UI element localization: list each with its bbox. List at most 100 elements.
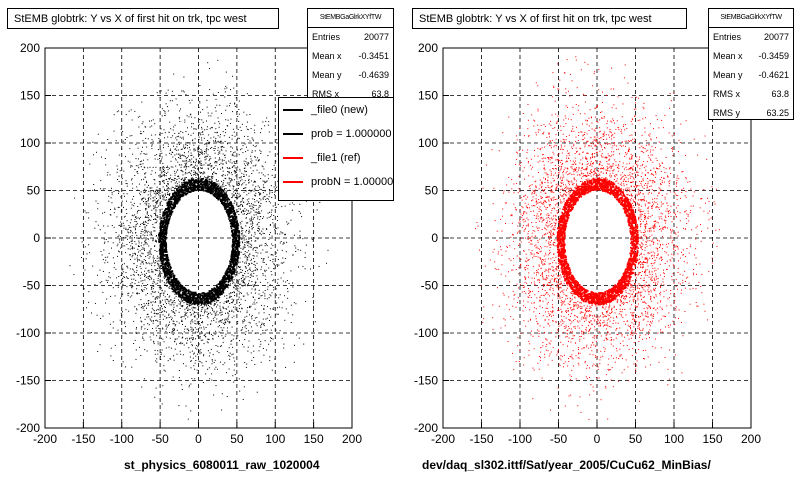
data-point bbox=[180, 148, 182, 150]
data-point bbox=[227, 171, 229, 173]
data-point bbox=[255, 214, 257, 216]
data-point bbox=[193, 170, 195, 172]
data-point bbox=[253, 357, 255, 358]
data-point bbox=[243, 163, 245, 165]
data-point bbox=[219, 157, 220, 159]
data-point bbox=[162, 198, 164, 200]
data-point bbox=[257, 223, 259, 225]
data-point bbox=[258, 172, 260, 174]
data-point bbox=[212, 185, 215, 187]
data-point bbox=[118, 110, 120, 112]
data-point bbox=[226, 297, 228, 299]
data-point bbox=[87, 212, 89, 214]
data-point bbox=[150, 293, 152, 295]
data-point bbox=[129, 296, 131, 298]
data-point bbox=[228, 281, 230, 283]
data-point bbox=[143, 289, 145, 291]
data-point bbox=[228, 160, 230, 162]
data-point bbox=[232, 128, 234, 130]
data-point bbox=[286, 221, 288, 223]
data-point bbox=[185, 365, 187, 367]
data-point bbox=[275, 207, 277, 208]
data-point bbox=[152, 281, 154, 283]
data-point bbox=[250, 269, 251, 271]
data-point bbox=[209, 178, 211, 180]
data-point bbox=[141, 199, 143, 201]
data-point bbox=[143, 153, 145, 154]
data-point bbox=[187, 328, 189, 330]
data-point bbox=[218, 331, 220, 333]
data-point bbox=[237, 310, 239, 312]
data-point bbox=[171, 310, 173, 312]
data-point bbox=[275, 288, 277, 290]
data-point bbox=[185, 131, 187, 132]
data-point bbox=[180, 166, 182, 168]
data-point bbox=[248, 178, 250, 180]
data-point bbox=[130, 165, 132, 167]
data-point bbox=[211, 359, 213, 361]
data-point bbox=[151, 216, 153, 218]
data-point bbox=[224, 141, 226, 142]
data-point bbox=[238, 254, 240, 256]
data-point bbox=[241, 203, 243, 205]
data-point bbox=[121, 268, 123, 270]
data-point bbox=[169, 215, 171, 218]
data-point bbox=[237, 192, 238, 194]
data-point bbox=[229, 180, 231, 182]
data-point bbox=[155, 222, 157, 224]
data-point bbox=[172, 129, 174, 131]
data-point bbox=[154, 207, 156, 209]
data-point bbox=[290, 219, 292, 221]
data-point bbox=[227, 300, 229, 302]
data-point bbox=[241, 237, 243, 239]
data-point bbox=[140, 326, 142, 328]
data-point bbox=[226, 308, 228, 310]
data-point bbox=[270, 254, 272, 256]
data-point bbox=[225, 162, 227, 164]
data-point bbox=[201, 139, 203, 141]
data-point bbox=[238, 177, 240, 179]
data-point bbox=[137, 147, 139, 149]
data-point bbox=[153, 257, 155, 259]
data-point bbox=[201, 126, 203, 128]
data-point bbox=[257, 208, 259, 210]
data-point bbox=[145, 209, 147, 211]
data-point bbox=[234, 304, 236, 305]
data-point bbox=[213, 140, 214, 142]
data-point bbox=[219, 185, 221, 187]
data-point bbox=[120, 247, 122, 249]
data-point bbox=[227, 283, 230, 286]
data-point bbox=[224, 189, 225, 191]
data-point bbox=[225, 132, 227, 134]
data-point bbox=[236, 282, 238, 284]
data-point bbox=[137, 259, 139, 261]
data-point bbox=[200, 318, 202, 319]
data-point bbox=[204, 176, 206, 178]
data-point bbox=[251, 234, 252, 236]
data-point bbox=[155, 260, 156, 262]
data-point bbox=[214, 148, 216, 150]
data-point bbox=[273, 263, 275, 265]
data-point bbox=[143, 222, 145, 224]
data-point bbox=[99, 229, 101, 231]
data-point bbox=[169, 321, 170, 323]
data-point bbox=[125, 235, 127, 237]
data-point bbox=[158, 140, 160, 142]
data-point bbox=[179, 153, 181, 155]
data-point bbox=[162, 194, 164, 196]
data-point bbox=[277, 265, 278, 267]
data-point bbox=[148, 215, 149, 216]
data-point bbox=[155, 215, 157, 217]
data-point bbox=[245, 276, 247, 278]
data-point bbox=[225, 199, 227, 201]
data-point bbox=[168, 300, 170, 302]
data-point bbox=[234, 227, 237, 230]
data-point bbox=[218, 121, 220, 123]
data-point bbox=[189, 102, 191, 104]
data-point bbox=[241, 230, 242, 232]
data-point bbox=[152, 205, 154, 207]
data-point bbox=[167, 145, 169, 147]
data-point bbox=[166, 185, 168, 186]
data-point bbox=[172, 187, 174, 188]
data-point bbox=[140, 320, 142, 322]
